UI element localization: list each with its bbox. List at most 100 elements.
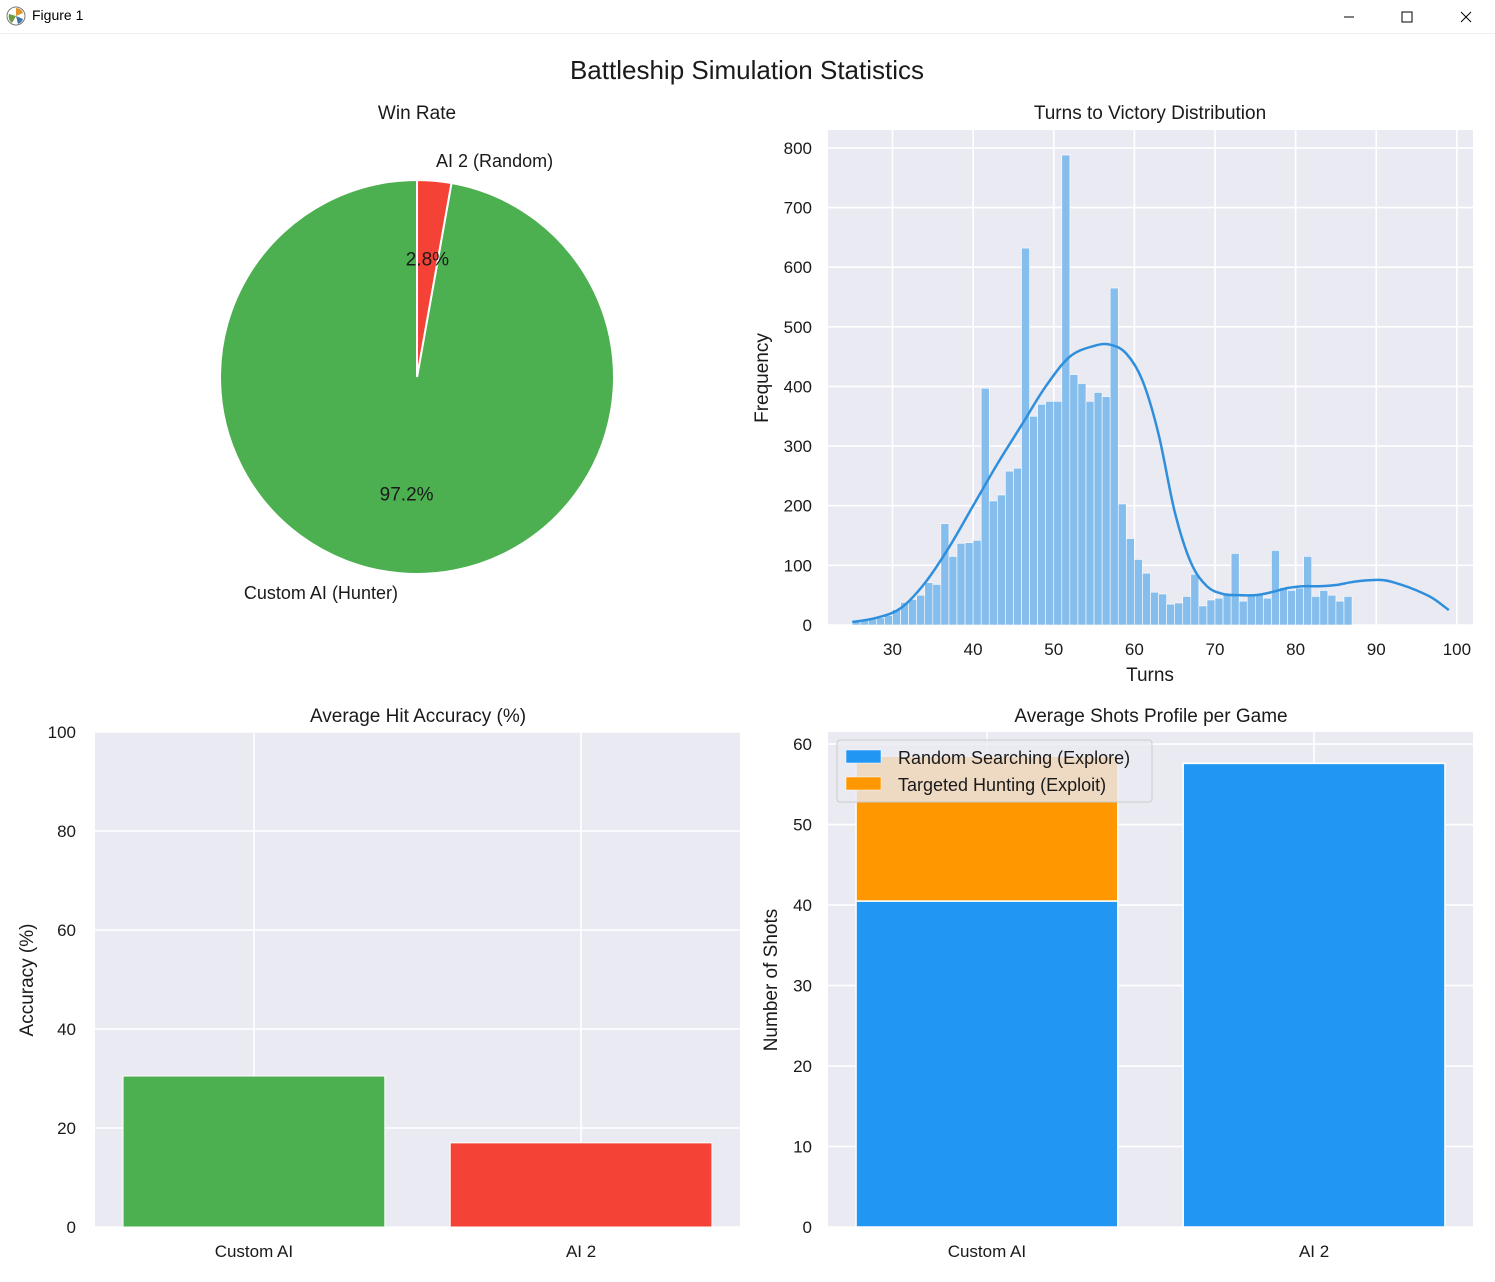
acc-ylabel: Accuracy (%) <box>17 924 38 1037</box>
win-rate-panel: Win Rate Custom AI (Hunter) 97.2% AI 2 (Ra… <box>219 103 615 603</box>
win-rate-title: Win Rate <box>378 103 456 124</box>
turns-panel: 30 40 50 60 70 80 90 100 0 100 200 300 400 500 600 700 8… <box>752 103 1473 686</box>
minimize-icon <box>1344 16 1354 17</box>
hist-bar <box>1037 404 1046 626</box>
hist-bar <box>1101 396 1111 626</box>
hist-bar <box>1142 572 1151 626</box>
pie-label: Custom AI (Hunter) <box>244 583 398 603</box>
y-tick-label: 10 <box>793 1138 812 1157</box>
x-tick-label: 100 <box>1443 640 1471 659</box>
x-tick-label: 50 <box>1044 640 1063 659</box>
hist-bar <box>1174 602 1184 626</box>
close-button[interactable] <box>1437 0 1495 33</box>
hist-bar <box>1005 470 1014 626</box>
y-tick-label: 20 <box>793 1057 812 1076</box>
accuracy-panel: 0 20 40 60 80 100 Custom AI AI 2 Average Hit Ac… <box>17 706 740 1261</box>
hist-bar <box>1230 553 1240 626</box>
hist-bar <box>1134 559 1143 626</box>
y-tick-label: 100 <box>784 556 812 575</box>
pie-label: AI 2 (Random) <box>436 151 553 171</box>
x-tick-label: 30 <box>883 640 902 659</box>
figure-canvas: Battleship Simulation Statistics Win Rat… <box>17 55 1473 1261</box>
y-tick-label: 100 <box>48 723 76 742</box>
hist-bar <box>997 494 1006 626</box>
x-tick-label: 80 <box>1286 640 1305 659</box>
y-tick-label: 0 <box>803 616 812 635</box>
hist-bar <box>1246 593 1256 626</box>
y-tick-label: 40 <box>793 896 812 915</box>
minimize-button[interactable] <box>1320 0 1378 33</box>
hist-bar <box>1158 593 1167 626</box>
hist-bar <box>948 556 958 626</box>
legend-label-explore: Random Searching (Explore) <box>898 748 1130 768</box>
hist-bar <box>1021 247 1030 626</box>
hist-bar <box>1303 556 1313 626</box>
accuracy-bar <box>122 1075 386 1228</box>
y-tick-label: 0 <box>67 1218 76 1237</box>
hist-bar <box>1061 154 1071 626</box>
hist-bar <box>972 540 982 626</box>
x-tick-label: AI 2 <box>566 1242 596 1261</box>
hist-bar <box>1077 383 1087 626</box>
x-tick-label: 60 <box>1125 640 1144 659</box>
hist-bar <box>956 542 966 626</box>
y-tick-label: 600 <box>784 258 812 277</box>
hist-bar <box>1198 605 1208 626</box>
x-tick-label: AI 2 <box>1299 1242 1329 1261</box>
acc-title: Average Hit Accuracy (%) <box>310 706 526 727</box>
hist-bar <box>1085 401 1095 626</box>
hist-bar <box>1295 587 1304 626</box>
hist-bar <box>916 594 926 626</box>
hist-bar <box>1271 550 1280 626</box>
pie-slice <box>416 178 453 378</box>
hist-bar <box>1069 374 1079 626</box>
hist-bar <box>1238 600 1248 626</box>
hist-bar <box>1109 287 1119 626</box>
hist-bar <box>1117 503 1127 626</box>
hist-bar <box>1029 415 1038 626</box>
hist-bar <box>964 542 974 626</box>
y-tick-label: 50 <box>793 816 812 835</box>
legend-swatch-explore <box>845 749 882 764</box>
hist-bar <box>1263 597 1272 626</box>
y-tick-label: 60 <box>57 921 76 940</box>
shots-legend: Random Searching (Explore) Targeted Hunt… <box>836 739 1153 803</box>
explore-bar <box>1182 762 1446 1228</box>
hist-bar <box>1045 401 1055 626</box>
hist-bar <box>1287 590 1296 626</box>
shots-title: Average Shots Profile per Game <box>1014 706 1287 727</box>
hist-bar <box>1013 467 1022 626</box>
legend-swatch-exploit <box>845 776 882 791</box>
hist-bar <box>908 599 917 626</box>
explore-bar <box>855 900 1119 1228</box>
hist-title: Turns to Victory Distribution <box>1034 103 1266 124</box>
hist-bar <box>1182 596 1192 626</box>
hist-bar <box>1190 574 1200 626</box>
x-tick-label: 40 <box>964 640 983 659</box>
hist-bar <box>1214 597 1224 626</box>
x-tick-label: Custom AI <box>948 1242 1026 1261</box>
hist-bar <box>1335 600 1345 626</box>
hist-ylabel: Frequency <box>752 333 773 423</box>
legend-box <box>836 739 1153 803</box>
legend-label-exploit: Targeted Hunting (Exploit) <box>898 775 1106 795</box>
y-tick-label: 0 <box>803 1218 812 1237</box>
shots-ylabel: Number of Shots <box>761 909 782 1052</box>
hist-bar <box>1255 593 1264 626</box>
hist-bar <box>1150 591 1159 626</box>
hist-bar <box>980 387 990 626</box>
hist-bar <box>1279 587 1288 626</box>
hist-bar <box>1327 594 1337 626</box>
y-tick-label: 800 <box>784 139 812 158</box>
maximize-button[interactable] <box>1378 0 1436 33</box>
y-tick-label: 300 <box>784 437 812 456</box>
hist-xlabel: Turns <box>1126 665 1174 686</box>
x-tick-label: 70 <box>1206 640 1225 659</box>
hist-bar <box>940 523 950 626</box>
window-titlebar: Figure 1 <box>0 0 1495 34</box>
pie-pct-label: 97.2% <box>380 485 434 506</box>
hist-bar <box>1319 590 1329 626</box>
shots-panel: 0 10 20 30 40 50 60 Custom AI AI 2 Average Shots… <box>761 706 1473 1261</box>
hist-bar <box>1206 599 1216 626</box>
y-tick-label: 30 <box>793 977 812 996</box>
